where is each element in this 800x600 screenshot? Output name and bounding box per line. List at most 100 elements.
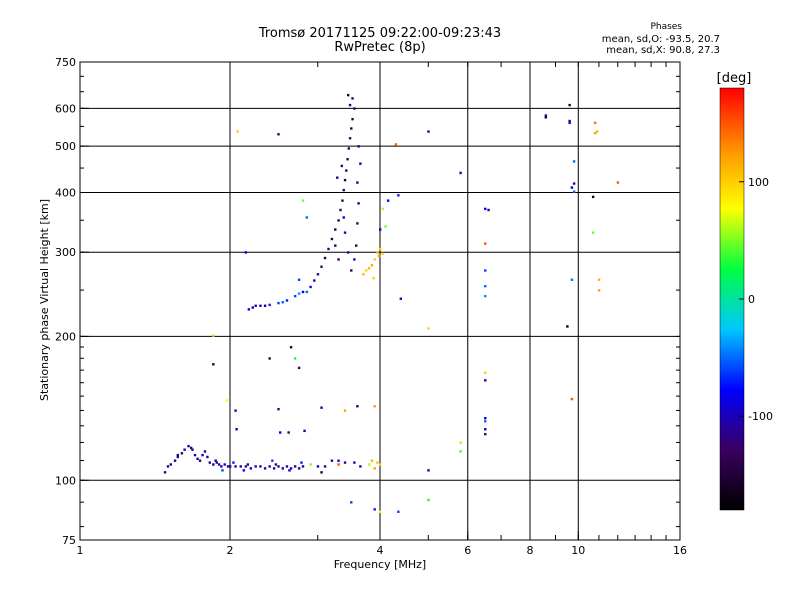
y-tick-label: 400: [55, 186, 76, 199]
data-point: [346, 93, 350, 97]
x-axis-label: Frequency [MHz]: [334, 558, 426, 571]
data-point: [343, 409, 347, 412]
data-point: [372, 276, 375, 280]
data-point: [337, 459, 340, 462]
data-point: [386, 199, 390, 202]
data-point: [297, 278, 301, 281]
data-point: [356, 181, 359, 184]
x-tick-label: 2: [227, 544, 234, 557]
data-point: [353, 107, 356, 110]
y-tick-label: 100: [55, 474, 76, 487]
data-point: [206, 455, 209, 459]
colorbar-label: [deg]: [717, 71, 752, 86]
data-point: [234, 409, 237, 412]
data-point: [342, 216, 345, 219]
y-tick-label: 75: [62, 534, 76, 547]
data-point: [173, 459, 177, 462]
x-tick-label: 16: [673, 544, 687, 557]
data-point: [208, 461, 211, 464]
data-point: [193, 453, 197, 457]
data-point: [244, 465, 248, 468]
data-point: [234, 465, 237, 468]
data-point: [373, 467, 376, 470]
data-point: [272, 467, 276, 470]
y-tick-label: 500: [55, 140, 76, 153]
data-point: [220, 465, 223, 468]
data-point: [293, 357, 297, 360]
data-point: [246, 463, 250, 466]
data-point: [254, 465, 257, 468]
data-point: [229, 465, 232, 468]
data-point: [263, 304, 267, 307]
data-point: [484, 420, 487, 423]
data-point: [189, 446, 193, 450]
data-point: [339, 208, 342, 212]
data-point: [570, 397, 574, 401]
data-point: [203, 450, 207, 453]
data-point: [176, 455, 180, 459]
data-point: [187, 444, 190, 448]
data-point: [289, 467, 293, 470]
data-point: [484, 284, 487, 288]
data-point: [309, 463, 312, 466]
data-point: [544, 116, 548, 119]
data-point: [305, 290, 309, 294]
data-point: [348, 137, 352, 140]
data-point: [359, 162, 362, 165]
data-point: [351, 117, 354, 121]
data-point: [212, 363, 215, 366]
data-point: [370, 264, 374, 267]
data-point: [263, 467, 267, 470]
data-point: [288, 469, 291, 472]
data-point: [212, 463, 215, 466]
data-point: [259, 465, 262, 468]
data-point: [277, 301, 280, 305]
data-point: [259, 304, 262, 307]
data-point: [297, 366, 301, 370]
data-point: [370, 459, 374, 462]
data-point: [356, 222, 359, 225]
data-point: [359, 465, 362, 468]
data-point: [247, 308, 251, 311]
data-point: [336, 176, 339, 179]
data-point: [384, 225, 387, 228]
data-point: [568, 103, 571, 107]
data-point: [591, 195, 595, 199]
colorbar-tick-label: 100: [748, 176, 769, 189]
data-point: [297, 292, 301, 295]
data-point: [301, 199, 305, 202]
data-point: [334, 228, 337, 231]
data-point: [226, 465, 230, 468]
data-point: [484, 269, 487, 272]
data-point: [316, 465, 320, 468]
data-point: [616, 181, 620, 184]
data-point: [281, 467, 284, 470]
data-point: [597, 278, 601, 281]
data-point: [484, 379, 487, 382]
data-point: [373, 405, 376, 408]
data-point: [376, 461, 379, 464]
x-tick-label: 4: [377, 544, 384, 557]
data-point: [343, 231, 347, 234]
data-point: [301, 465, 305, 468]
data-point: [300, 461, 303, 464]
data-point: [484, 207, 487, 211]
data-point: [591, 231, 595, 234]
data-point: [337, 463, 340, 466]
data-point: [242, 469, 246, 472]
data-point: [330, 237, 334, 241]
data-point: [484, 371, 487, 374]
data-point: [427, 327, 430, 330]
data-point: [427, 498, 430, 502]
data-point: [236, 130, 239, 133]
data-point: [214, 459, 217, 462]
data-point: [223, 463, 226, 466]
data-point: [484, 242, 487, 245]
data-point: [196, 457, 199, 461]
y-tick-label: 600: [55, 102, 76, 115]
data-point: [293, 465, 297, 468]
data-point: [379, 228, 382, 231]
data-point: [215, 461, 219, 464]
data-point: [191, 448, 194, 451]
